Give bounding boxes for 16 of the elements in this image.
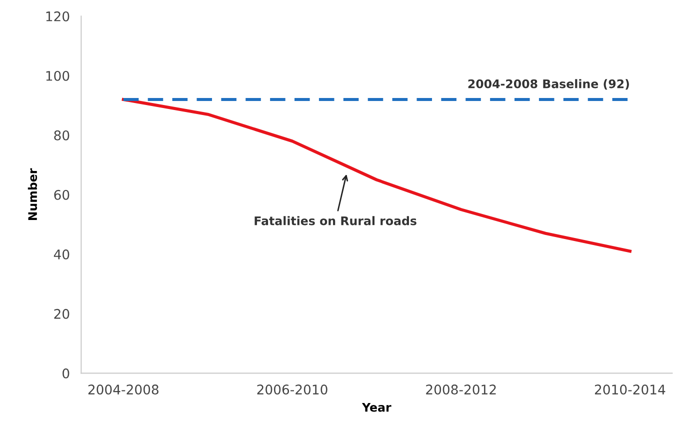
x-tick-label: 2004-2008 [88, 384, 158, 395]
y-tick-label: 100 [46, 70, 70, 81]
y-tick-label: 40 [54, 249, 70, 260]
y-axis-title: Number [28, 168, 38, 220]
x-tick-label: 2006-2010 [257, 384, 328, 395]
y-tick-label: 0 [62, 368, 70, 378]
y-tick-label: 80 [54, 130, 70, 140]
line-series [122, 98, 632, 253]
x-tick-label: 2008-2012 [426, 384, 496, 395]
annotation: Fatalities on Rural roads [254, 216, 416, 226]
y-tick-label: 120 [46, 11, 70, 22]
x-axis-title: Year [362, 403, 392, 412]
y-tick-label: 20 [54, 308, 70, 319]
ref-line-label: 2004-2008 Baseline (92) [468, 79, 629, 90]
y-tick-label: 60 [54, 190, 70, 200]
x-tick-label: 2010-2014 [594, 384, 666, 395]
